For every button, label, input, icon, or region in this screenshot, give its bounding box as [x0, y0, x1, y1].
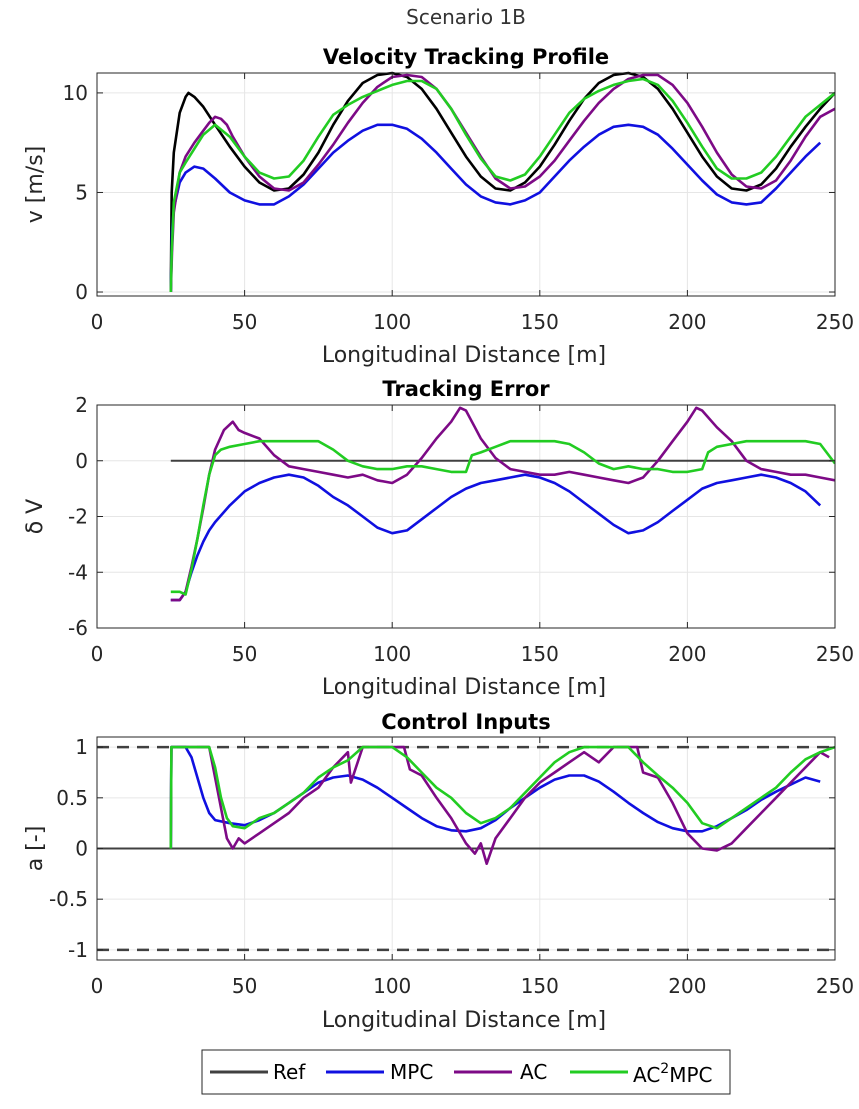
velocity-xtick-label: 50	[232, 310, 257, 334]
tracking-error-xtick-label: 100	[373, 642, 411, 666]
velocity-ytick-label: 10	[63, 81, 88, 105]
legend-label-acmpc-base: AC	[633, 1063, 660, 1087]
legend-label-ac: AC	[520, 1060, 547, 1084]
control-inputs-ytick-label: -0.5	[49, 887, 88, 911]
velocity-ytick-label: 5	[75, 180, 88, 204]
legend-label-acmpc-sup: 2	[660, 1061, 669, 1077]
velocity-xtick-label: 0	[91, 310, 104, 334]
chart-velocity: 0 50 100 150 200 250 0 5 10 Velocity Tracking Pro…	[23, 45, 854, 368]
velocity-ylabel: v [m/s]	[23, 146, 48, 223]
velocity-title: Velocity Tracking Profile	[323, 45, 609, 69]
control-inputs-xtick-label: 250	[816, 974, 854, 998]
tracking-error-ytick-label: -2	[68, 505, 88, 529]
control-inputs-xlabel: Longitudinal Distance [m]	[322, 1008, 606, 1033]
control-inputs-series-acmpc	[169, 745, 835, 849]
legend-label-acmpc-suffix: MPC	[669, 1063, 712, 1087]
velocity-xlabel: Longitudinal Distance [m]	[322, 343, 606, 368]
control-inputs-xtick-label: 100	[373, 974, 411, 998]
control-inputs-xtick-label: 150	[521, 974, 559, 998]
control-inputs-title: Control Inputs	[381, 710, 550, 734]
figure-title: Scenario 1B	[406, 5, 526, 29]
control-inputs-ytick-label: 1	[75, 735, 88, 759]
control-inputs-series-ac	[169, 745, 830, 866]
tracking-error-xlabel: Longitudinal Distance [m]	[322, 675, 606, 700]
velocity-axes-box	[96, 72, 836, 297]
chart-tracking-error: 0 50 100 150 200 250 -6 -4 -2 0 2 Tracking Error Lon…	[23, 377, 854, 700]
legend-box	[201, 1049, 731, 1095]
velocity-series-mpc	[169, 123, 822, 293]
velocity-xtick-label: 200	[668, 310, 706, 334]
control-inputs-ylabel: a [-]	[23, 826, 48, 872]
tracking-error-ytick-label: -6	[68, 616, 88, 640]
tracking-error-xtick-label: 150	[521, 642, 559, 666]
legend-label-acmpc: AC2MPC	[633, 1061, 713, 1087]
tracking-error-ylabel: δ V	[23, 499, 48, 535]
tracking-error-ytick-label: -4	[68, 560, 88, 584]
legend-label-mpc: MPC	[390, 1060, 433, 1084]
tracking-error-series-mpc	[170, 473, 822, 602]
tracking-error-ytick-label: 2	[75, 393, 88, 417]
control-inputs-xtick-label: 0	[91, 974, 104, 998]
tracking-error-ytick-label: 0	[75, 449, 88, 473]
velocity-xtick-label: 100	[373, 310, 411, 334]
legend: Ref MPC AC AC2MPC	[201, 1049, 731, 1095]
tracking-error-title: Tracking Error	[382, 377, 550, 401]
control-inputs-ytick-label: -1	[68, 938, 88, 962]
velocity-series-ref	[169, 71, 835, 293]
control-inputs-xtick-label: 50	[232, 974, 257, 998]
velocity-series-acmpc	[169, 77, 835, 293]
tracking-error-xtick-label: 200	[668, 642, 706, 666]
tracking-error-series-ac	[170, 406, 835, 602]
chart-control-inputs: 0 50 100 150 200 250 -1 -0.5 0 0.5 1 Control Inputs…	[23, 710, 854, 1033]
tracking-error-series-acmpc	[170, 439, 835, 596]
control-inputs-xtick-label: 200	[668, 974, 706, 998]
tracking-error-xtick-label: 250	[816, 642, 854, 666]
velocity-ytick-label: 0	[75, 280, 88, 304]
legend-label-ref: Ref	[273, 1060, 306, 1084]
tracking-error-xtick-label: 0	[91, 642, 104, 666]
control-inputs-ytick-label: 0	[75, 837, 88, 861]
velocity-xtick-label: 250	[816, 310, 854, 334]
velocity-xtick-label: 150	[521, 310, 559, 334]
control-inputs-ytick-label: 0.5	[56, 786, 88, 810]
tracking-error-xtick-label: 50	[232, 642, 257, 666]
